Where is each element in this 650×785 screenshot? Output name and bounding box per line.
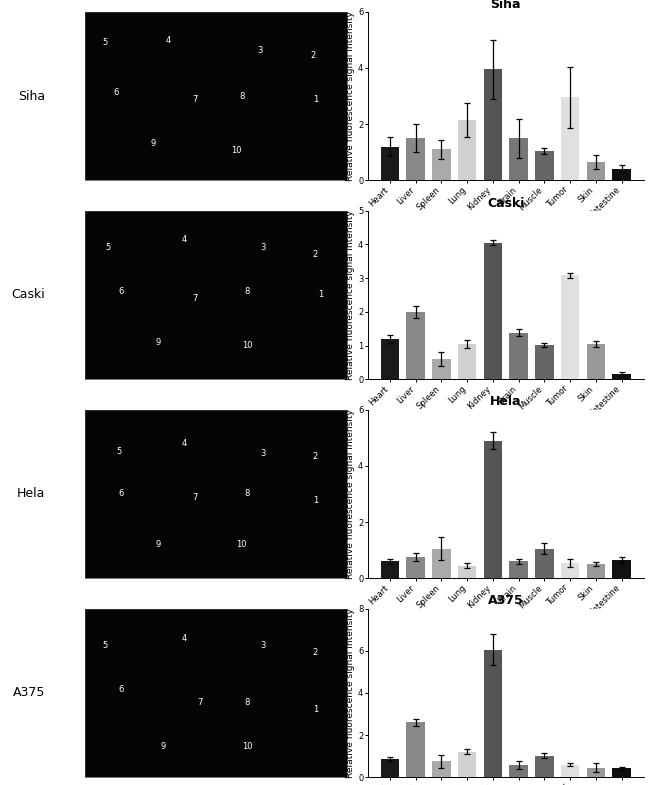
Text: 8: 8 [244,699,250,707]
Bar [510,333,528,379]
Bar [458,344,476,379]
Text: 7: 7 [192,493,198,502]
Bar [406,722,425,777]
Text: 8: 8 [239,92,244,100]
Text: Caski: Caski [12,289,45,301]
Bar [612,560,631,579]
Bar [561,563,580,579]
Text: 4: 4 [181,439,187,448]
Text: 10: 10 [231,145,242,155]
Bar [535,756,554,777]
Y-axis label: Relative fluorescence signal intensity: Relative fluorescence signal intensity [346,409,355,579]
Bar [458,752,476,777]
Text: 6: 6 [118,685,124,694]
Bar [561,765,580,777]
Text: 1: 1 [313,95,318,104]
Title: Hela: Hela [490,396,521,408]
Text: 4: 4 [181,235,187,244]
Text: 6: 6 [118,489,124,498]
Text: 3: 3 [257,46,263,55]
Text: Hela: Hela [17,487,45,500]
Text: 5: 5 [116,447,121,456]
Text: A375: A375 [13,686,45,699]
Text: 10: 10 [237,540,247,549]
Text: 10: 10 [242,341,252,350]
Text: 5: 5 [103,641,108,650]
Title: Caski: Caski [487,196,525,210]
Bar [612,769,631,777]
Bar [458,120,476,181]
Bar [406,312,425,379]
Bar [587,162,605,181]
Bar [612,374,631,379]
Bar [432,549,450,579]
Text: 1: 1 [318,290,323,300]
Text: 1: 1 [313,705,318,714]
Y-axis label: Relative fluorescence signal intensity: Relative fluorescence signal intensity [346,608,355,778]
Bar [381,759,399,777]
Bar [432,359,450,379]
Bar [381,339,399,379]
Title: A375: A375 [488,594,524,608]
Bar [432,761,450,777]
Text: 10: 10 [242,743,252,751]
Y-axis label: Relative fluorescence signal intensity: Relative fluorescence signal intensity [346,210,355,380]
Text: 5: 5 [103,38,108,46]
Text: 9: 9 [161,743,166,751]
Bar [406,557,425,579]
Bar [510,765,528,777]
Text: 2: 2 [310,51,315,60]
Bar [406,138,425,181]
Bar [381,561,399,579]
Text: 8: 8 [244,489,250,498]
Bar [612,169,631,181]
Text: 6: 6 [113,88,119,97]
Bar [561,97,580,181]
Text: 7: 7 [192,294,198,303]
Bar [510,138,528,181]
Text: 7: 7 [192,95,198,104]
Bar [561,276,580,379]
Bar [535,549,554,579]
Bar [587,564,605,579]
Bar [535,345,554,379]
Text: 4: 4 [181,634,187,644]
Y-axis label: Relative fluorescence signal intensity: Relative fluorescence signal intensity [346,11,355,181]
Text: 1: 1 [313,496,318,506]
Bar [484,243,502,379]
Text: 2: 2 [313,250,318,259]
Text: 2: 2 [313,452,318,462]
Text: 6: 6 [118,287,124,296]
Bar [587,344,605,379]
Bar [432,149,450,181]
Text: 2: 2 [313,648,318,657]
Text: 8: 8 [244,287,250,296]
Text: Siha: Siha [18,89,45,103]
Title: Siha: Siha [491,0,521,11]
Text: 4: 4 [166,36,171,45]
Text: 7: 7 [197,699,203,707]
Text: 9: 9 [155,540,161,549]
Bar [484,650,502,777]
Text: 5: 5 [105,243,110,252]
Bar [587,768,605,777]
Text: 9: 9 [150,139,155,148]
Bar [484,440,502,579]
Bar [458,565,476,579]
Bar [381,147,399,181]
Text: 3: 3 [260,449,265,458]
Bar [535,151,554,181]
Text: 3: 3 [260,641,265,650]
Bar [484,69,502,181]
Bar [510,561,528,579]
Text: 3: 3 [260,243,265,252]
Text: 9: 9 [155,338,161,347]
